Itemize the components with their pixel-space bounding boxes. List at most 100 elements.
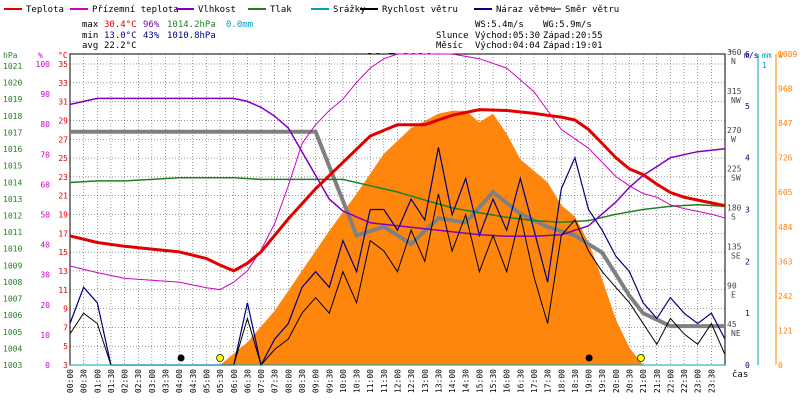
time-tick: 20:00 [612,369,621,393]
dir-tick: 360 [727,48,742,57]
w-tick: 1089 [778,50,797,59]
w-tick: 121 [778,326,793,335]
temp-tick: 3 [63,361,68,370]
time-tick: 10:30 [353,369,362,393]
series-pressure [69,177,726,223]
hpa-tick: 1007 [3,295,22,304]
series-humidity [69,97,726,237]
moonset-marker [585,354,593,362]
hpa-tick: 1021 [3,62,22,71]
x-axis-label: čas [732,369,748,380]
pct-tick: 0 [45,361,50,370]
time-tick: 20:30 [625,369,634,393]
hpa-tick: 1016 [3,145,22,154]
time-tick: 04:30 [189,369,198,393]
temp-tick: 17 [58,229,68,238]
time-tick: 15:30 [489,369,498,393]
time-tick: 14:00 [448,369,457,393]
w-tick: 968 [778,85,793,94]
hpa-tick: 1011 [3,228,22,237]
time-tick: 18:00 [557,369,566,393]
stats-min-press: 1010.8hPa [167,31,216,41]
dir-tick-label: SE [731,251,741,260]
temp-tick: 31 [58,98,68,107]
legend-label: Tlak [270,5,292,15]
legend-label: Rychlost větru [382,5,458,15]
info-sun-label: Slunce [436,31,469,41]
hpa-tick: 1006 [3,311,22,320]
time-tick: 07:00 [257,369,266,393]
time-tick: 00:30 [80,369,89,393]
w-tick: 242 [778,292,793,301]
time-tick: 07:30 [271,369,280,393]
w-tick: 0 [778,361,783,370]
time-tick: 04:00 [175,369,184,393]
time-tick: 22:00 [666,369,675,393]
time-tick: 21:00 [639,369,648,393]
hpa-tick: 1009 [3,261,22,270]
dir-tick: 90 [727,281,737,290]
stats-min-label: min [82,31,98,41]
temp-tick: 23 [58,173,68,182]
temp-tick: 13 [58,267,68,276]
pct-tick: 100 [36,60,51,69]
info-moon-label: Měsíc [436,41,463,51]
astro-info: WS:5.4m/s WG:5.9m/s Slunce Východ:05:30 … [436,20,603,51]
time-tick: 23:30 [707,369,716,393]
temp-tick: 33 [58,79,68,88]
time-tick: 03:00 [148,369,157,393]
sunrise-marker [216,354,224,362]
temp-tick: 35 [58,60,68,69]
dir-tick-label: S [731,213,736,222]
hpa-tick: 1004 [3,344,22,353]
legend-label: Směr větru [565,5,619,15]
time-tick: 17:00 [530,369,539,393]
hpa-tick: 1003 [3,361,22,370]
time-tick: 02:00 [121,369,130,393]
hpa-tick: 1012 [3,212,22,221]
stats-block: max 30.4°C 96% 1014.2hPa 0.0mm min 13.0°… [82,20,253,51]
time-tick: 00:00 [66,369,75,393]
time-tick: 01:00 [93,369,102,393]
hpa-tick: 1018 [3,112,22,121]
series-solar-radiation [220,110,644,365]
info-sunset: Západ:20:55 [543,31,603,41]
dir-tick-label: W [731,135,736,144]
ms-tick: 6 [745,50,750,59]
hpa-tick: 1020 [3,79,22,88]
info-ws: WS:5.4m/s [475,20,524,30]
dir-tick-label: NW [731,96,741,105]
hpa-tick: 1010 [3,245,22,254]
time-tick: 23:00 [694,369,703,393]
pct-tick: 80 [40,120,50,129]
time-tick: 02:30 [134,369,143,393]
dir-tick-label: SW [731,174,741,183]
info-sunrise: Východ:05:30 [475,31,540,41]
temp-tick: 11 [58,286,68,295]
axis-unit-mm: mm [762,51,772,60]
dir-tick-label: NE [731,329,741,338]
hpa-tick: 1017 [3,128,22,137]
pct-tick: 20 [40,301,50,310]
time-tick: 05:00 [202,369,211,393]
stats-rain: 0.0mm [226,20,253,30]
legend-label: Přízemní teplota [92,5,179,15]
temp-tick: 15 [58,248,68,257]
temp-tick: 21 [58,192,68,201]
stats-min-hum: 43% [143,31,160,41]
ms-tick: 4 [745,154,750,163]
temp-tick: 27 [58,135,68,144]
time-tick: 12:30 [407,369,416,393]
hpa-tick: 1013 [3,195,22,204]
time-tick: 09:30 [325,369,334,393]
stats-max-temp: 30.4°C [104,20,137,30]
temp-tick: 7 [63,323,68,332]
time-tick: 13:00 [421,369,430,393]
w-tick: 605 [778,188,793,197]
time-tick: 11:00 [366,369,375,393]
ms-tick: 3 [745,206,750,215]
dir-tick: 45 [727,320,737,329]
time-tick: 15:00 [475,369,484,393]
axis-unit-w: W [778,51,783,60]
